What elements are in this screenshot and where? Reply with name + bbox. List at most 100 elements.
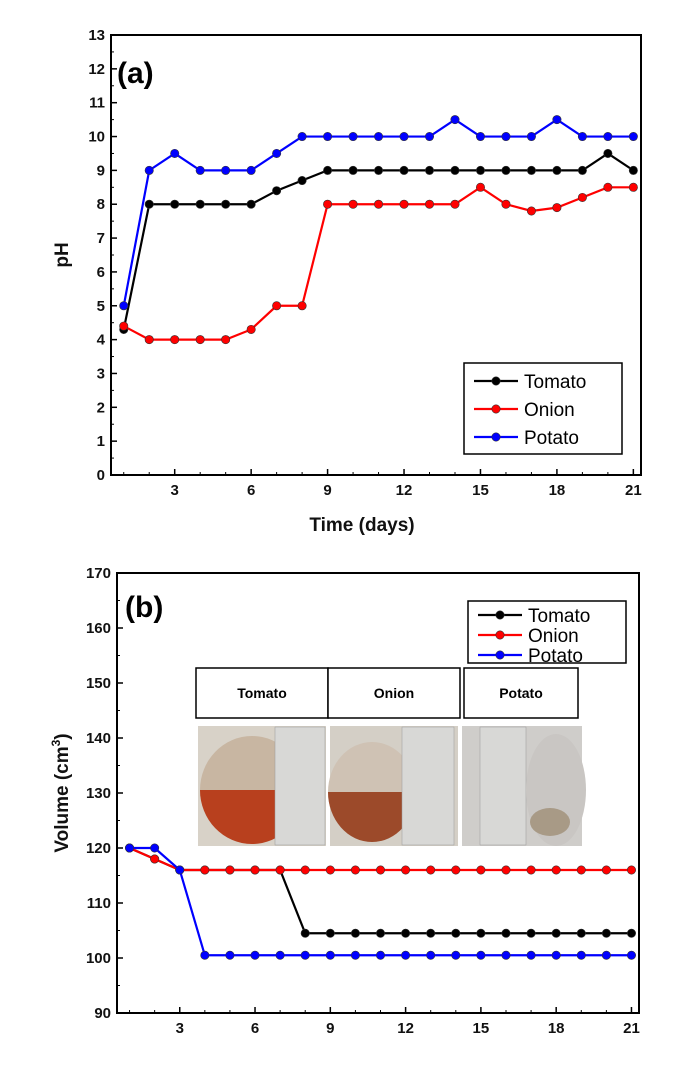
panel-a-potato-point	[246, 165, 256, 175]
panel-b-tomato-point	[576, 928, 586, 938]
panel-b-potato-point	[501, 950, 511, 960]
panel-b-onion-point	[551, 865, 561, 875]
panel-a-tomato-point	[577, 165, 587, 175]
panel-a-y-tick-label: 8	[97, 196, 105, 213]
panel-a-onion-point	[526, 206, 536, 216]
panel-a-onion-point	[195, 335, 205, 345]
panel-a-legend-potato-label: Potato	[524, 428, 579, 449]
panel-b-tomato-point	[426, 928, 436, 938]
panel-a-series-tomato	[119, 148, 638, 334]
inset-label-potato: Potato	[499, 685, 543, 701]
panel-b-y-axis-title-close: )	[52, 733, 73, 739]
panel-a-x-tick-label: 9	[323, 482, 331, 499]
panel-b-tomato-point	[451, 928, 461, 938]
panel-a-legend-potato-swatch-marker	[491, 432, 501, 442]
panel-a-x-axis-title: Time (days)	[309, 515, 414, 536]
panel-b-potato-point	[275, 950, 285, 960]
panel-b-onion-point	[150, 854, 160, 864]
panel-a-onion-point	[425, 199, 435, 209]
panel-b-onion-point	[225, 865, 235, 875]
panel-b-y-axis-title: Volume (cm3)	[49, 733, 73, 852]
panel-a-legend-onion-label: Onion	[524, 400, 575, 421]
panel-b-onion-point	[250, 865, 260, 875]
panel-a-onion-point	[475, 182, 485, 192]
panel-b-potato-point	[526, 950, 536, 960]
panel-b-potato-point	[376, 950, 386, 960]
panel-a-x-tick-label: 3	[171, 482, 179, 499]
panel-b-potato-line	[129, 846, 632, 957]
panel-b-tomato-point	[401, 928, 411, 938]
panel-a-onion-point	[323, 199, 333, 209]
panel-a-y-tick-label: 2	[97, 399, 105, 416]
panel-b-onion-point	[376, 865, 386, 875]
panel-a-tomato-point	[246, 199, 256, 209]
panel-a-potato-point	[425, 132, 435, 142]
panel-a-x-axis: 3 6 9 12 15 18 21	[123, 469, 642, 499]
panel-a-tomato-point	[526, 165, 536, 175]
panel-a-potato-point	[297, 132, 307, 142]
panel-b-y-tick-label: 130	[86, 785, 111, 802]
panel-b-onion-point	[275, 865, 285, 875]
panel-b-potato-point	[426, 950, 436, 960]
panel-b-tomato-point	[551, 928, 561, 938]
panel-b-label: (b)	[125, 591, 163, 624]
panel-a-tomato-point	[144, 199, 154, 209]
panel-b-x-tick-label: 15	[473, 1020, 490, 1037]
panel-b-y-tick-label: 170	[86, 565, 111, 582]
panel-a-potato-point	[323, 132, 333, 142]
panel-b-potato-point	[350, 950, 360, 960]
panel-b-series-onion	[125, 843, 636, 875]
panel-b-y-tick-label: 90	[94, 1005, 111, 1022]
panel-b-y-tick-label: 160	[86, 620, 111, 637]
panel-a-tomato-point	[195, 199, 205, 209]
panel-a-onion-point	[577, 192, 587, 202]
panel-b-potato-point	[626, 950, 636, 960]
panel-a-legend-tomato-swatch-marker	[491, 376, 501, 386]
panel-b-potato-point	[175, 865, 185, 875]
panel-a-label: (a)	[117, 57, 154, 90]
panel-b-y-axis: 90 100 110 120 130 140 150 160 170	[86, 565, 123, 1022]
panel-b-tomato-point	[376, 928, 386, 938]
panel-a-legend-onion-swatch-marker	[491, 404, 501, 414]
panel-b-potato-point	[250, 950, 260, 960]
panel-a-onion-point	[628, 182, 638, 192]
panel-a-potato-point	[577, 132, 587, 142]
panel-a-potato-point	[348, 132, 358, 142]
panel-b-x-tick-label: 6	[251, 1020, 259, 1037]
panel-b-y-tick-label: 110	[87, 895, 111, 912]
panel-a-potato-point	[526, 132, 536, 142]
panel-b-legend-potato-label: Potato	[528, 646, 583, 667]
panel-b-potato-point	[576, 950, 586, 960]
panel-a-series-layer	[119, 115, 638, 345]
panel-b-onion-point	[200, 865, 210, 875]
panel-b-y-tick-label: 100	[86, 950, 111, 967]
panel-a-y-tick-label: 3	[97, 365, 105, 382]
panel-a-potato-point	[374, 132, 384, 142]
panel-b-potato-point	[125, 843, 135, 853]
panel-b-y-tick-label: 150	[86, 675, 111, 692]
inset-label-box-tomato	[195, 667, 329, 719]
panel-a-y-tick-label: 0	[97, 467, 105, 484]
panel-a-tomato-point	[603, 148, 613, 158]
panel-b-onion-point	[526, 865, 536, 875]
panel-a-potato-point	[170, 148, 180, 158]
panel-a-potato-point	[144, 165, 154, 175]
panel-b-tomato-point	[476, 928, 486, 938]
inset-label-onion: Onion	[374, 685, 414, 701]
panel-a-tomato-point	[297, 176, 307, 186]
panel-b-potato-point	[300, 950, 310, 960]
panel-a-y-tick-label: 5	[97, 298, 105, 315]
panel-a-tomato-point	[552, 165, 562, 175]
panel-b-tomato-point	[350, 928, 360, 938]
inset-photo-tomato	[198, 726, 326, 846]
panel-b-tomato-point	[626, 928, 636, 938]
panel-b: 90 100 110 120 130 140 150 160 170 3 6 9 12 15 18 21 T…	[49, 565, 640, 1037]
panel-b-y-axis-title-sup: 3	[49, 739, 63, 746]
panel-b-potato-point	[150, 843, 160, 853]
panel-b-tomato-point	[501, 928, 511, 938]
panel-a-legend-tomato-label: Tomato	[524, 372, 586, 393]
panel-a-tomato-point	[272, 186, 282, 196]
